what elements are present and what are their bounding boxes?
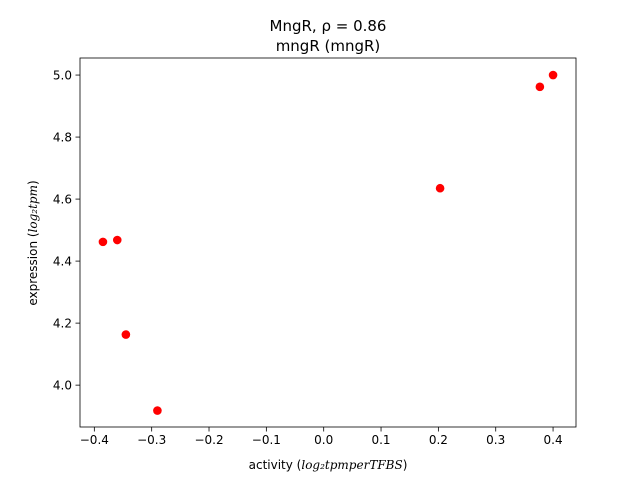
x-tick-label: −0.2 [194,433,223,447]
chart-title-line1: MngR, ρ = 0.86 [270,17,387,35]
x-tick-label: 0.0 [314,433,333,447]
y-tick-label: 4.2 [53,317,72,331]
x-tick-label: −0.4 [80,433,109,447]
data-point [535,82,545,92]
y-tick-label: 4.8 [53,131,72,145]
x-tick-label: 0.4 [544,433,563,447]
data-point [548,70,558,80]
x-tick-label: −0.3 [137,433,166,447]
data-point [121,330,131,339]
y-tick-label: 4.4 [53,255,72,269]
data-point [98,237,108,247]
data-point [112,235,122,245]
y-axis-label: expression (log₂tpm) [26,180,40,305]
y-tick-label: 5.0 [53,69,72,83]
x-tick-label: 0.1 [371,433,390,447]
x-tick-label: 0.2 [429,433,448,447]
y-tick-label: 4.6 [53,193,72,207]
plot-area: −0.4 −0.3 −0.2 −0.1 0.0 0.1 0.2 0.3 0.4 4.0 4.2 4.4… [53,57,577,447]
axes-frame [79,57,577,428]
x-tick-label: −0.1 [252,433,281,447]
x-axis-label: activity (log₂tpmperTFBS) [249,458,408,472]
chart-title-line2: mngR (mngR) [276,37,381,55]
y-tick-label: 4.0 [53,379,72,393]
data-point [435,183,445,193]
x-tick-label: 0.3 [486,433,505,447]
data-point [153,406,162,415]
